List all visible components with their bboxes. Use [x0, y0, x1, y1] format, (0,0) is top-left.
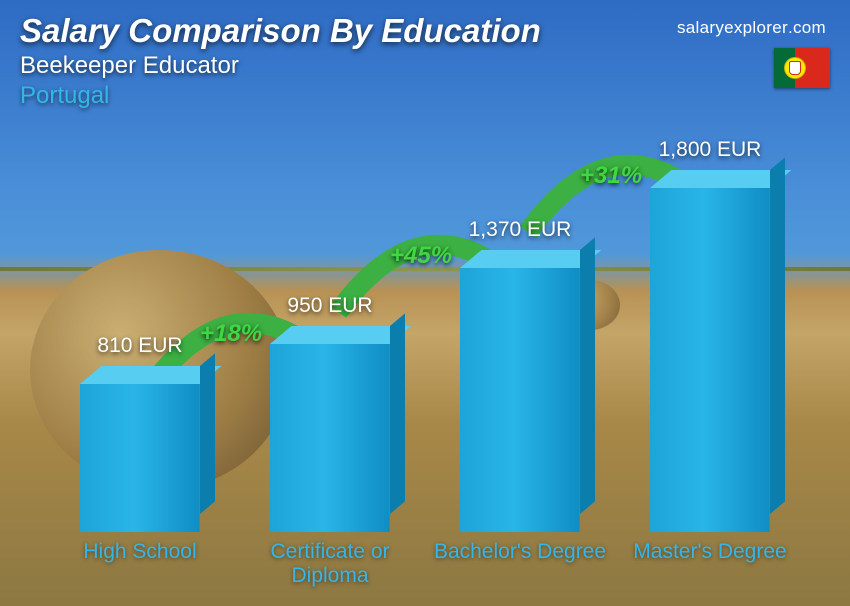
bar-value: 950 EUR: [240, 294, 420, 318]
bar-category: Certificate or Diploma: [240, 540, 420, 588]
flag-crest: [784, 57, 806, 79]
bar-group: 810 EUR High School: [50, 334, 230, 588]
bar-chart: +18% +45% +31% 810 EUR High School 950 E…: [40, 108, 800, 588]
header: Salary Comparison By Education Beekeeper…: [20, 12, 541, 110]
bar-value: 1,800 EUR: [620, 138, 800, 162]
bar-front-face: [460, 268, 580, 532]
flag-portugal: [774, 48, 830, 88]
bar: [270, 344, 390, 532]
chart-subtitle: Beekeeper Educator: [20, 52, 541, 80]
chart-title: Salary Comparison By Education: [20, 12, 541, 50]
bar-side-face: [390, 313, 405, 514]
bar-side-face: [770, 157, 785, 514]
bar-value: 1,370 EUR: [430, 218, 610, 242]
brand-part: explorer: [724, 18, 788, 37]
bar-category: Master's Degree: [620, 540, 800, 588]
bar-side-face: [580, 237, 595, 514]
bar-front-face: [270, 344, 390, 532]
bar-front-face: [80, 384, 200, 532]
bar-category: Bachelor's Degree: [430, 540, 610, 588]
brand-logo: salaryexplorer.com: [677, 18, 826, 38]
bar-value: 810 EUR: [50, 334, 230, 358]
flag-red: [795, 48, 830, 88]
brand-part: salary: [677, 18, 724, 37]
bar-group: 1,370 EUR Bachelor's Degree: [430, 218, 610, 588]
bar-group: 1,800 EUR Master's Degree: [620, 138, 800, 588]
bar: [460, 268, 580, 532]
chart-country: Portugal: [20, 82, 541, 110]
bar-front-face: [650, 188, 770, 532]
bar-category: High School: [50, 540, 230, 588]
bar-side-face: [200, 353, 215, 514]
bar: [80, 384, 200, 532]
bar-group: 950 EUR Certificate or Diploma: [240, 294, 420, 588]
brand-suffix: .com: [788, 18, 826, 37]
bar: [650, 188, 770, 532]
